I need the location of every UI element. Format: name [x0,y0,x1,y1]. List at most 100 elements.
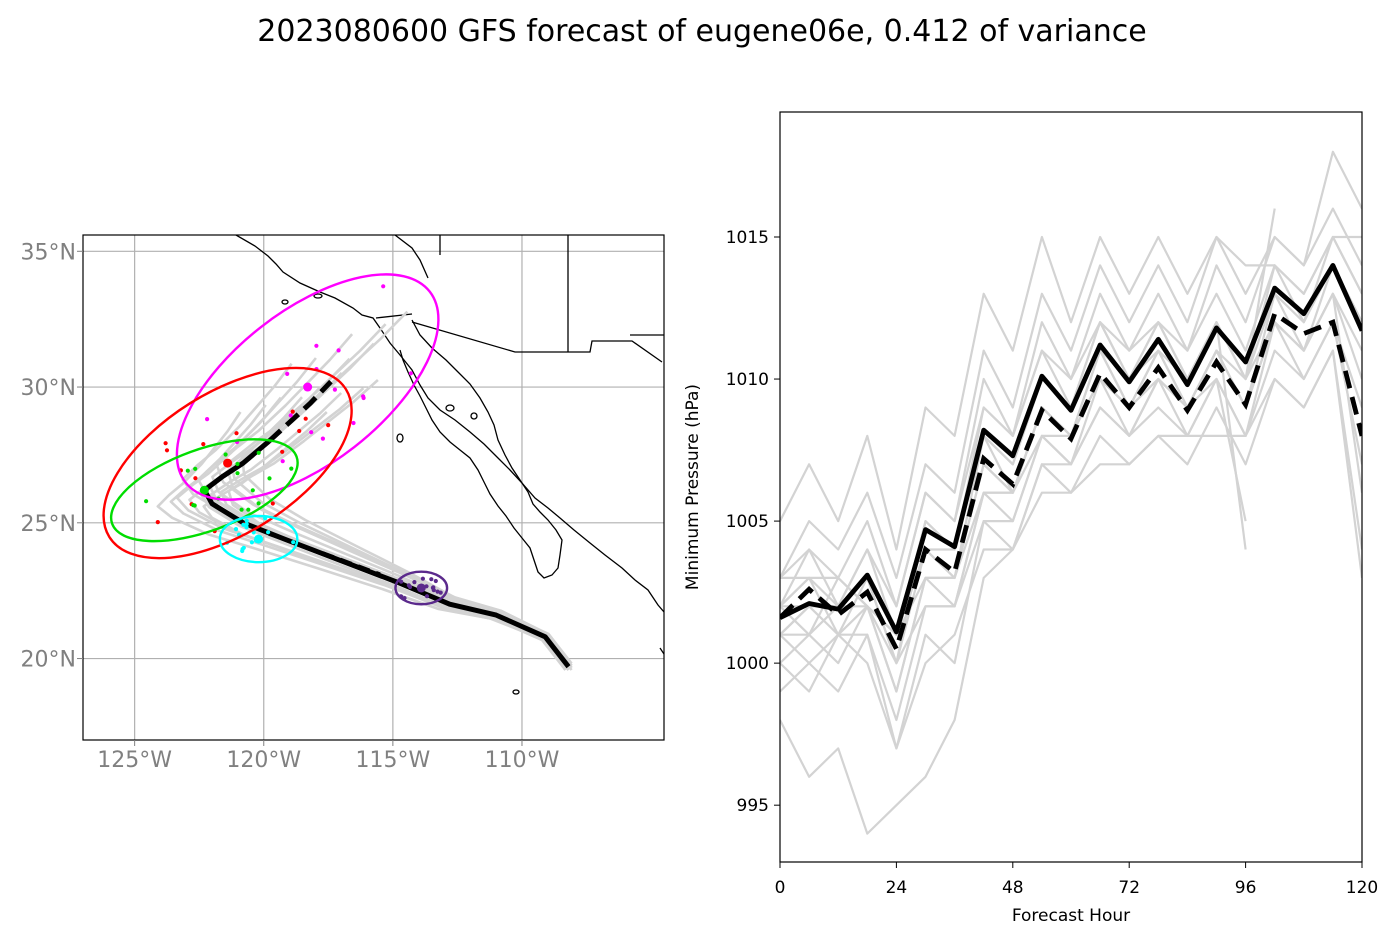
cluster-point [244,525,249,530]
cluster-point [235,471,240,476]
ensemble-pressure-line [780,377,1247,665]
pressure-y-axis-label: Minimum Pressure (hPa) [683,384,703,590]
cluster-point [193,466,198,471]
cluster-point [235,461,240,467]
ensemble-pressure-line [780,235,1362,551]
cluster-point [234,431,239,436]
cluster-point [408,371,413,376]
cluster-ellipse [102,366,353,560]
cluster-point [429,577,434,582]
cluster-point [361,395,366,401]
pressure-x-axis-label: Forecast Hour [1012,906,1130,926]
coastline [235,235,664,695]
cluster-point [309,430,314,435]
pressure-y-tick-label: 1010 [726,370,769,390]
pressure-y-tick-label: 1005 [726,512,769,532]
cluster-point [420,576,425,581]
cluster-point [241,545,246,550]
cluster-point [303,416,308,421]
cluster-point [351,420,356,426]
cluster-point [223,452,228,457]
cluster-point [431,588,436,593]
cluster-center-point [303,382,313,392]
cluster-ellipse [109,438,299,543]
cluster-point [406,583,411,588]
cluster-point [412,580,417,585]
pressure-x-tick-label: 72 [1118,878,1140,898]
ensemble-pressure-line [780,235,1362,665]
cluster-point [256,501,261,506]
cluster-point [193,476,198,481]
map-y-tick-label: 25°N [21,512,76,537]
map-gridlines [83,235,664,740]
cluster-center-point [416,583,426,593]
cluster-point [267,476,272,481]
map-y-tick-label: 20°N [21,648,76,673]
ensemble-track [215,333,573,667]
track-map-panel: 125°W 120°W 115°W 110°W 20°N 25°N 30°N 35°N [21,234,665,773]
cluster-point [241,522,246,527]
figure-title: 2023080600 GFS forecast of eugene06e, 0.… [257,14,1146,49]
pressure-y-tick-label: 1015 [726,228,769,248]
cluster-center-point [254,534,264,544]
map-y-tick-label: 30°N [21,376,76,401]
mean-track-dashed [267,379,333,444]
cluster-point [239,507,244,512]
pressure-frame [779,111,1363,863]
cluster-point [433,578,438,584]
cluster-point [240,548,245,554]
cluster-center-point [199,485,209,495]
cluster-point [192,503,197,508]
cluster-point [185,468,190,473]
cluster-point [205,417,210,422]
cluster-ellipse [394,570,449,606]
cluster-center-point [223,458,233,468]
cluster-point [288,413,293,418]
map-frame [82,234,665,741]
cluster-point [326,423,331,428]
cluster-point [244,522,249,527]
map-x-tick-label: 120°W [226,748,301,773]
cluster-point [280,449,285,454]
cluster-ellipse [218,514,299,564]
pressure-lines [780,150,1362,835]
cluster-point [244,518,249,523]
mean-pressure-line-dashed [780,309,1362,656]
cluster-point [336,348,341,353]
cluster-point [290,409,295,414]
map-y-tick-label: 35°N [21,240,76,265]
pressure-y-tick-label: 995 [737,796,769,816]
mean-track-solid [201,439,571,669]
cluster-point [424,594,430,599]
mean-pressure-line [780,263,1362,635]
map-x-tick-label: 110°W [485,748,560,773]
ensemble-pressure-line [780,150,1362,636]
map-x-tick-label: 125°W [97,748,172,773]
cluster-ellipses [102,273,449,606]
cluster-point [291,540,296,545]
pressure-x-tick-label: 48 [1002,878,1024,898]
cluster-point [233,527,239,532]
pressure-x-tick-label: 120 [1346,878,1378,898]
cluster-point [289,466,294,471]
cluster-point [246,507,251,512]
cluster-point [280,459,285,464]
ensemble-pressure-line [780,207,1362,579]
pressure-y-tick-label: 1000 [726,654,769,674]
cluster-point [297,428,302,434]
pressure-x-tick-label: 96 [1235,878,1257,898]
cluster-point [155,520,160,525]
cluster-point [201,442,206,447]
ensemble-track [240,310,567,671]
pressure-panel: 0 24 48 72 96 120 995 1000 1005 1010 1015 Forecast… [683,111,1378,926]
cluster-point [249,540,254,545]
pressure-ticks: 0 24 48 72 96 120 995 1000 1005 1010 1015 [726,228,1378,898]
cluster-point [285,371,290,376]
cluster-point [266,530,271,535]
pressure-x-tick-label: 24 [886,878,908,898]
cluster-point [164,448,170,453]
ensemble-pressure-line [780,321,1362,750]
cluster-point [320,436,325,441]
pressure-x-tick-label: 0 [775,878,786,898]
